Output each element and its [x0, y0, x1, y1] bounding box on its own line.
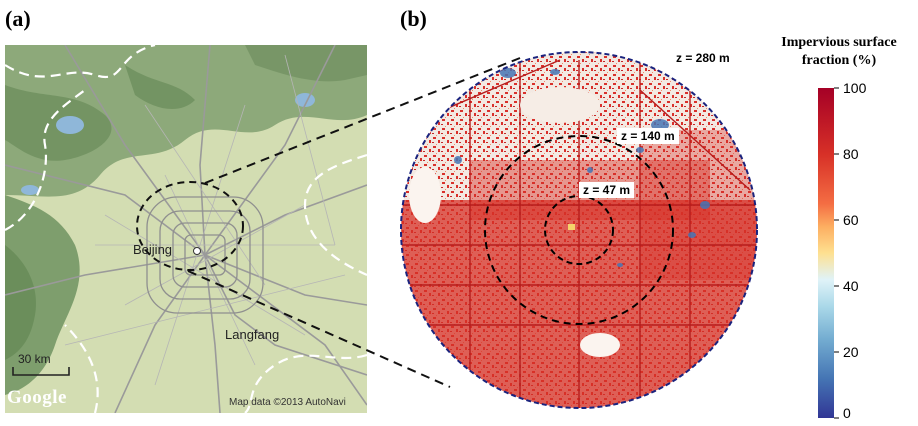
colorbar-tick-label: 60 [843, 212, 859, 228]
google-logo: Google [7, 387, 67, 408]
colorbar-ticks [834, 87, 839, 419]
langfang-city-label: Langfang [225, 327, 280, 342]
map-graphic [5, 45, 367, 413]
ring-label-47m: z = 47 m [579, 182, 635, 198]
beijing-city-label: Beijing [133, 242, 173, 257]
map-attribution: Map data ©2013 AutoNavi [229, 397, 346, 408]
ring-label-280m: z = 280 m [676, 51, 730, 65]
ring-label-140m: z = 140 m [617, 128, 679, 144]
ring-inner [544, 195, 614, 265]
colorbar-tick-label: 20 [843, 344, 859, 360]
colorbar-title: Impervious surface fraction (%) [760, 34, 918, 70]
colorbar-tick-label: 0 [843, 405, 851, 421]
colorbar [818, 88, 834, 418]
colorbar-tick-label: 40 [843, 278, 859, 294]
study-area-ellipse [136, 181, 244, 271]
connector-line-bottom [187, 270, 451, 388]
scale-bar-label: 30 km [18, 352, 51, 366]
colorbar-title-line1: Impervious surface [781, 35, 897, 50]
terrain-map: Beijing Langfang 30 km Google Map data ©… [5, 45, 367, 413]
panel-a-label: (a) [5, 6, 31, 31]
ring-middle [484, 135, 674, 325]
ring-outer [400, 51, 758, 409]
connector-line-top [204, 57, 521, 184]
colorbar-tick-label: 100 [843, 80, 867, 96]
colorbar-title-line2: fraction (%) [801, 53, 877, 68]
colorbar-tick-label: 80 [843, 146, 859, 162]
panel-b-label: (b) [400, 6, 427, 31]
